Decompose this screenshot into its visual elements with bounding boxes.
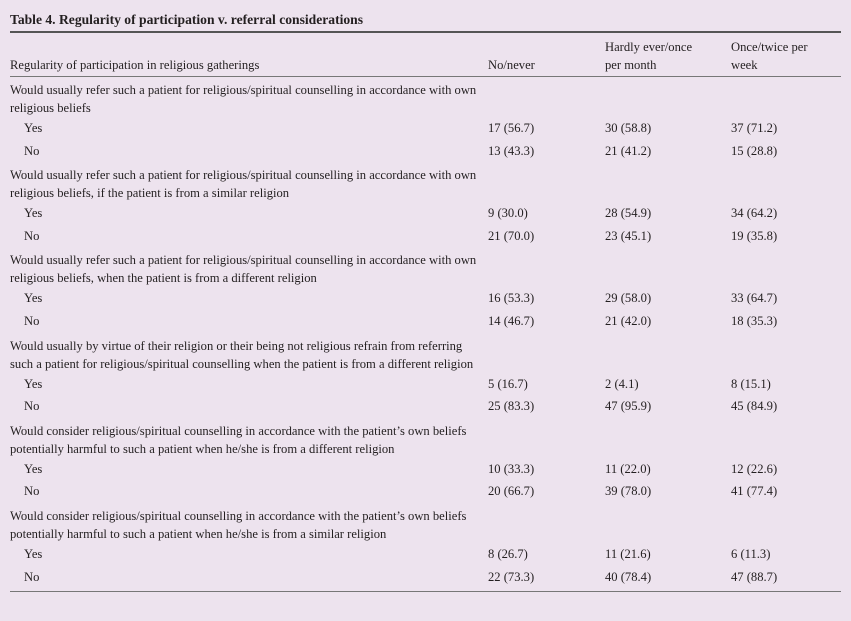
- cell-value: 40 (78.4): [605, 569, 652, 584]
- row-label: Yes: [24, 546, 43, 561]
- data-row: Yes 5 (16.7) 2 (4.1) 8 (15.1): [10, 373, 841, 396]
- cell-value: 19 (35.8): [731, 228, 778, 243]
- cell-value: 11 (22.0): [605, 461, 651, 476]
- cell-value: 28 (54.9): [605, 206, 652, 221]
- data-row: No 22 (73.3) 40 (78.4) 47 (88.7): [10, 566, 841, 589]
- cell-value: 2 (4.1): [605, 376, 639, 391]
- data-row: No 13 (43.3) 21 (41.2) 15 (28.8): [10, 140, 841, 163]
- cell-value: 22 (73.3): [488, 569, 535, 584]
- row-label-header: Regularity of participation in religious…: [10, 58, 260, 72]
- cell-value: 6 (11.3): [731, 546, 771, 561]
- row-label: No: [24, 399, 40, 414]
- cell-value: 20 (66.7): [488, 484, 535, 499]
- cell-value: 5 (16.7): [488, 376, 528, 391]
- cell-value: 45 (84.9): [731, 399, 778, 414]
- question-text: Would usually refer such a patient for r…: [10, 83, 477, 115]
- row-label: Yes: [24, 206, 43, 221]
- cell-value: 25 (83.3): [488, 399, 535, 414]
- data-row: No 21 (70.0) 23 (45.1) 19 (35.8): [10, 225, 841, 248]
- row-label: Yes: [24, 291, 43, 306]
- cell-value: 33 (64.7): [731, 291, 778, 306]
- question-text: Would consider religious/spiritual couns…: [10, 423, 467, 456]
- cell-value: 12 (22.6): [731, 461, 778, 476]
- row-label: No: [24, 484, 40, 499]
- question-row: Would usually refer such a patient for r…: [10, 77, 841, 117]
- cell-value: 34 (64.2): [731, 206, 778, 221]
- column-header: No/never: [488, 58, 535, 72]
- question-row: Would consider religious/spiritual couns…: [10, 503, 841, 543]
- data-row: Yes 9 (30.0) 28 (54.9) 34 (64.2): [10, 202, 841, 225]
- row-label: No: [24, 228, 40, 243]
- cell-value: 37 (71.2): [731, 121, 778, 135]
- row-label: Yes: [24, 461, 43, 476]
- table-title: Table 4. Regularity of participation v. …: [10, 0, 841, 33]
- data-row: No 14 (46.7) 21 (42.0) 18 (35.3): [10, 310, 841, 333]
- question-row: Would usually refer such a patient for r…: [10, 162, 841, 202]
- data-row: Yes 16 (53.3) 29 (58.0) 33 (64.7): [10, 287, 841, 310]
- cell-value: 30 (58.8): [605, 121, 652, 135]
- data-row: Yes 10 (33.3) 11 (22.0) 12 (22.6): [10, 458, 841, 481]
- cell-value: 23 (45.1): [605, 228, 652, 243]
- cell-value: 10 (33.3): [488, 461, 535, 476]
- cell-value: 47 (95.9): [605, 399, 652, 414]
- question-row: Would consider religious/spiritual couns…: [10, 418, 841, 458]
- cell-value: 21 (41.2): [605, 143, 652, 158]
- question-text: Would usually refer such a patient for r…: [10, 168, 477, 201]
- row-label: No: [24, 569, 40, 584]
- cell-value: 47 (88.7): [731, 569, 778, 584]
- cell-value: 21 (70.0): [488, 228, 535, 243]
- cell-value: 18 (35.3): [731, 313, 778, 328]
- header-row: Regularity of participation in religious…: [10, 33, 841, 77]
- cell-value: 13 (43.3): [488, 143, 535, 158]
- cell-value: 11 (21.6): [605, 546, 651, 561]
- cell-value: 8 (15.1): [731, 376, 771, 391]
- table-body: Would usually refer such a patient for r…: [10, 77, 851, 588]
- question-text: Would usually refer such a patient for r…: [10, 253, 477, 286]
- cell-value: 17 (56.7): [488, 121, 535, 135]
- question-text: Would usually by virtue of their religio…: [10, 338, 474, 371]
- data-row: Yes 8 (26.7) 11 (21.6) 6 (11.3): [10, 543, 841, 566]
- cell-value: 41 (77.4): [731, 484, 778, 499]
- data-row: Yes 17 (56.7) 30 (58.8) 37 (71.2): [10, 117, 841, 140]
- row-label: Yes: [24, 121, 43, 135]
- question-row: Would usually refer such a patient for r…: [10, 247, 841, 287]
- column-header: Hardly ever/once per month: [605, 40, 693, 72]
- cell-value: 29 (58.0): [605, 291, 652, 306]
- data-row: No 20 (66.7) 39 (78.0) 41 (77.4): [10, 480, 841, 503]
- cell-value: 21 (42.0): [605, 313, 652, 328]
- cell-value: 8 (26.7): [488, 546, 528, 561]
- cell-value: 9 (30.0): [488, 206, 528, 221]
- question-text: Would consider religious/spiritual couns…: [10, 508, 467, 541]
- row-label: Yes: [24, 376, 43, 391]
- column-header: Once/twice per week: [731, 40, 808, 72]
- cell-value: 16 (53.3): [488, 291, 535, 306]
- cell-value: 15 (28.8): [731, 143, 778, 158]
- row-label: No: [24, 143, 40, 158]
- bottom-rule: [10, 591, 841, 593]
- cell-value: 14 (46.7): [488, 313, 535, 328]
- question-row: Would usually by virtue of their religio…: [10, 333, 841, 373]
- cell-value: 39 (78.0): [605, 484, 652, 499]
- data-row: No 25 (83.3) 47 (95.9) 45 (84.9): [10, 395, 841, 418]
- row-label: No: [24, 313, 40, 328]
